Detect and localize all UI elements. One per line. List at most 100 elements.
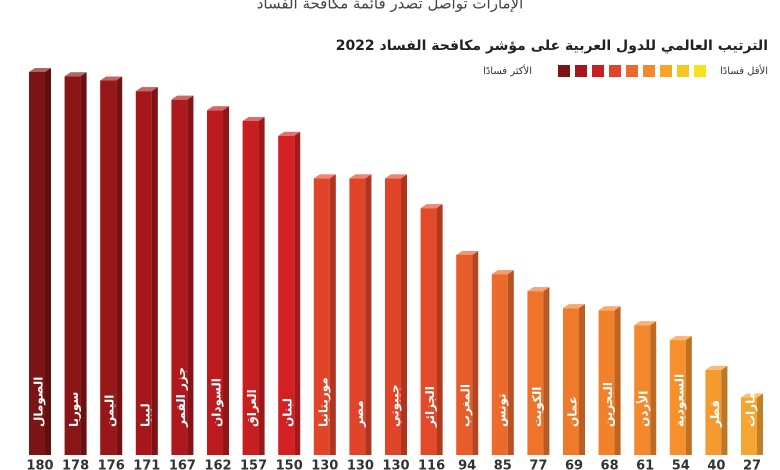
bar-side-shade: [436, 204, 443, 455]
bar: [207, 110, 223, 456]
legend-swatch: [609, 65, 621, 77]
bar-side: [80, 72, 87, 455]
bar-top: [278, 131, 301, 136]
legend-high: الأكثر فسادًا: [483, 64, 532, 77]
legend-swatch: [575, 65, 587, 77]
category-label: الإمارات: [744, 379, 758, 427]
category-label: لبنان: [281, 398, 295, 427]
bar: [527, 291, 544, 455]
bar-top-shade: [741, 393, 763, 398]
value-label: 54: [672, 459, 690, 470]
bar-side-shade: [294, 131, 301, 456]
bar-top-shade: [705, 365, 728, 370]
bar-top: [491, 270, 514, 275]
bar-top: [29, 68, 51, 72]
category-label: تونس: [494, 394, 509, 428]
bar: [349, 178, 366, 455]
bar-side-shade: [80, 72, 87, 455]
bar-side: [116, 76, 123, 455]
category-label: عمان: [566, 396, 580, 427]
bar-top-shade: [171, 95, 194, 100]
legend-swatch: [694, 65, 706, 77]
bar-top-shade: [527, 287, 550, 292]
bar-side-shade: [650, 321, 657, 455]
bar: [135, 91, 152, 456]
bar-top: [634, 321, 657, 326]
bar-side-shade: [187, 95, 194, 456]
value-label: 130: [311, 459, 338, 470]
bar: [598, 310, 615, 455]
category-label: السعودية: [672, 374, 687, 427]
bar-side: [151, 87, 158, 456]
bar: [29, 72, 45, 455]
bar-top: [313, 174, 336, 179]
value-label: 157: [240, 459, 267, 470]
bar-top: [705, 365, 728, 370]
bar-side: [294, 131, 301, 456]
bar-side-shade: [543, 287, 550, 455]
category-label: الكويت: [530, 387, 545, 427]
bar-side: [223, 106, 229, 456]
value-label: 116: [418, 459, 445, 470]
bar: [171, 99, 188, 456]
chart-subtitle: الترتيب العالمي للدول العربية على مؤشر م…: [336, 38, 768, 54]
legend-swatch: [660, 65, 672, 77]
bar-top: [349, 174, 372, 179]
legend-swatch: [558, 65, 570, 77]
bar-side-shade: [614, 306, 621, 455]
bar-side: [365, 174, 372, 455]
bar-side: [757, 393, 763, 455]
bar-top-shade: [29, 68, 51, 72]
bar: [634, 325, 651, 455]
bar: [100, 80, 117, 455]
value-label: 85: [494, 459, 512, 470]
bar-side-shade: [116, 76, 123, 455]
bar: [64, 76, 81, 455]
bar-side-shade: [721, 365, 728, 455]
bar-side-shade: [579, 304, 585, 455]
bar-top-shade: [100, 76, 123, 81]
bar-top: [669, 336, 692, 341]
bar: [313, 178, 330, 455]
bar-top: [563, 304, 585, 309]
bar-top-shade: [563, 304, 585, 309]
bar-side-shade: [329, 174, 336, 455]
legend-swatch: [677, 65, 689, 77]
category-label: الجزائر: [423, 386, 437, 428]
bar-side: [187, 95, 194, 456]
bar-side: [685, 336, 692, 455]
bar-top-shade: [420, 204, 443, 209]
category-label: ليبيا: [138, 403, 152, 427]
bar: [242, 120, 259, 455]
category-label: العراق: [245, 389, 259, 427]
value-label: 27: [743, 459, 761, 470]
bar-side-shade: [472, 250, 479, 455]
bar-side: [472, 250, 479, 455]
bar-side-shade: [258, 116, 265, 455]
bar-side: [614, 306, 621, 455]
bar: [278, 135, 295, 456]
category-label: السودان: [210, 378, 225, 427]
bar-side-shade: [223, 106, 229, 456]
value-label: 130: [347, 459, 374, 470]
category-label: البحرين: [601, 382, 615, 427]
bar: [741, 397, 757, 455]
bar-side: [721, 365, 728, 455]
bar-side: [543, 287, 550, 455]
value-label: 130: [382, 459, 409, 470]
bar: [491, 274, 508, 455]
value-label: 150: [276, 459, 303, 470]
value-label: 178: [62, 459, 89, 470]
bar-side-shade: [151, 87, 158, 456]
category-label: جزر القمر: [174, 367, 188, 428]
bar-side-shade: [45, 68, 51, 455]
bar-top-shade: [669, 336, 692, 341]
bar: [669, 340, 686, 455]
bar: [456, 254, 473, 455]
bar-top-shade: [64, 72, 87, 77]
value-label: 77: [529, 459, 547, 470]
bar-top-shade: [135, 87, 158, 92]
bar: [385, 178, 401, 455]
value-label: 68: [601, 459, 619, 470]
